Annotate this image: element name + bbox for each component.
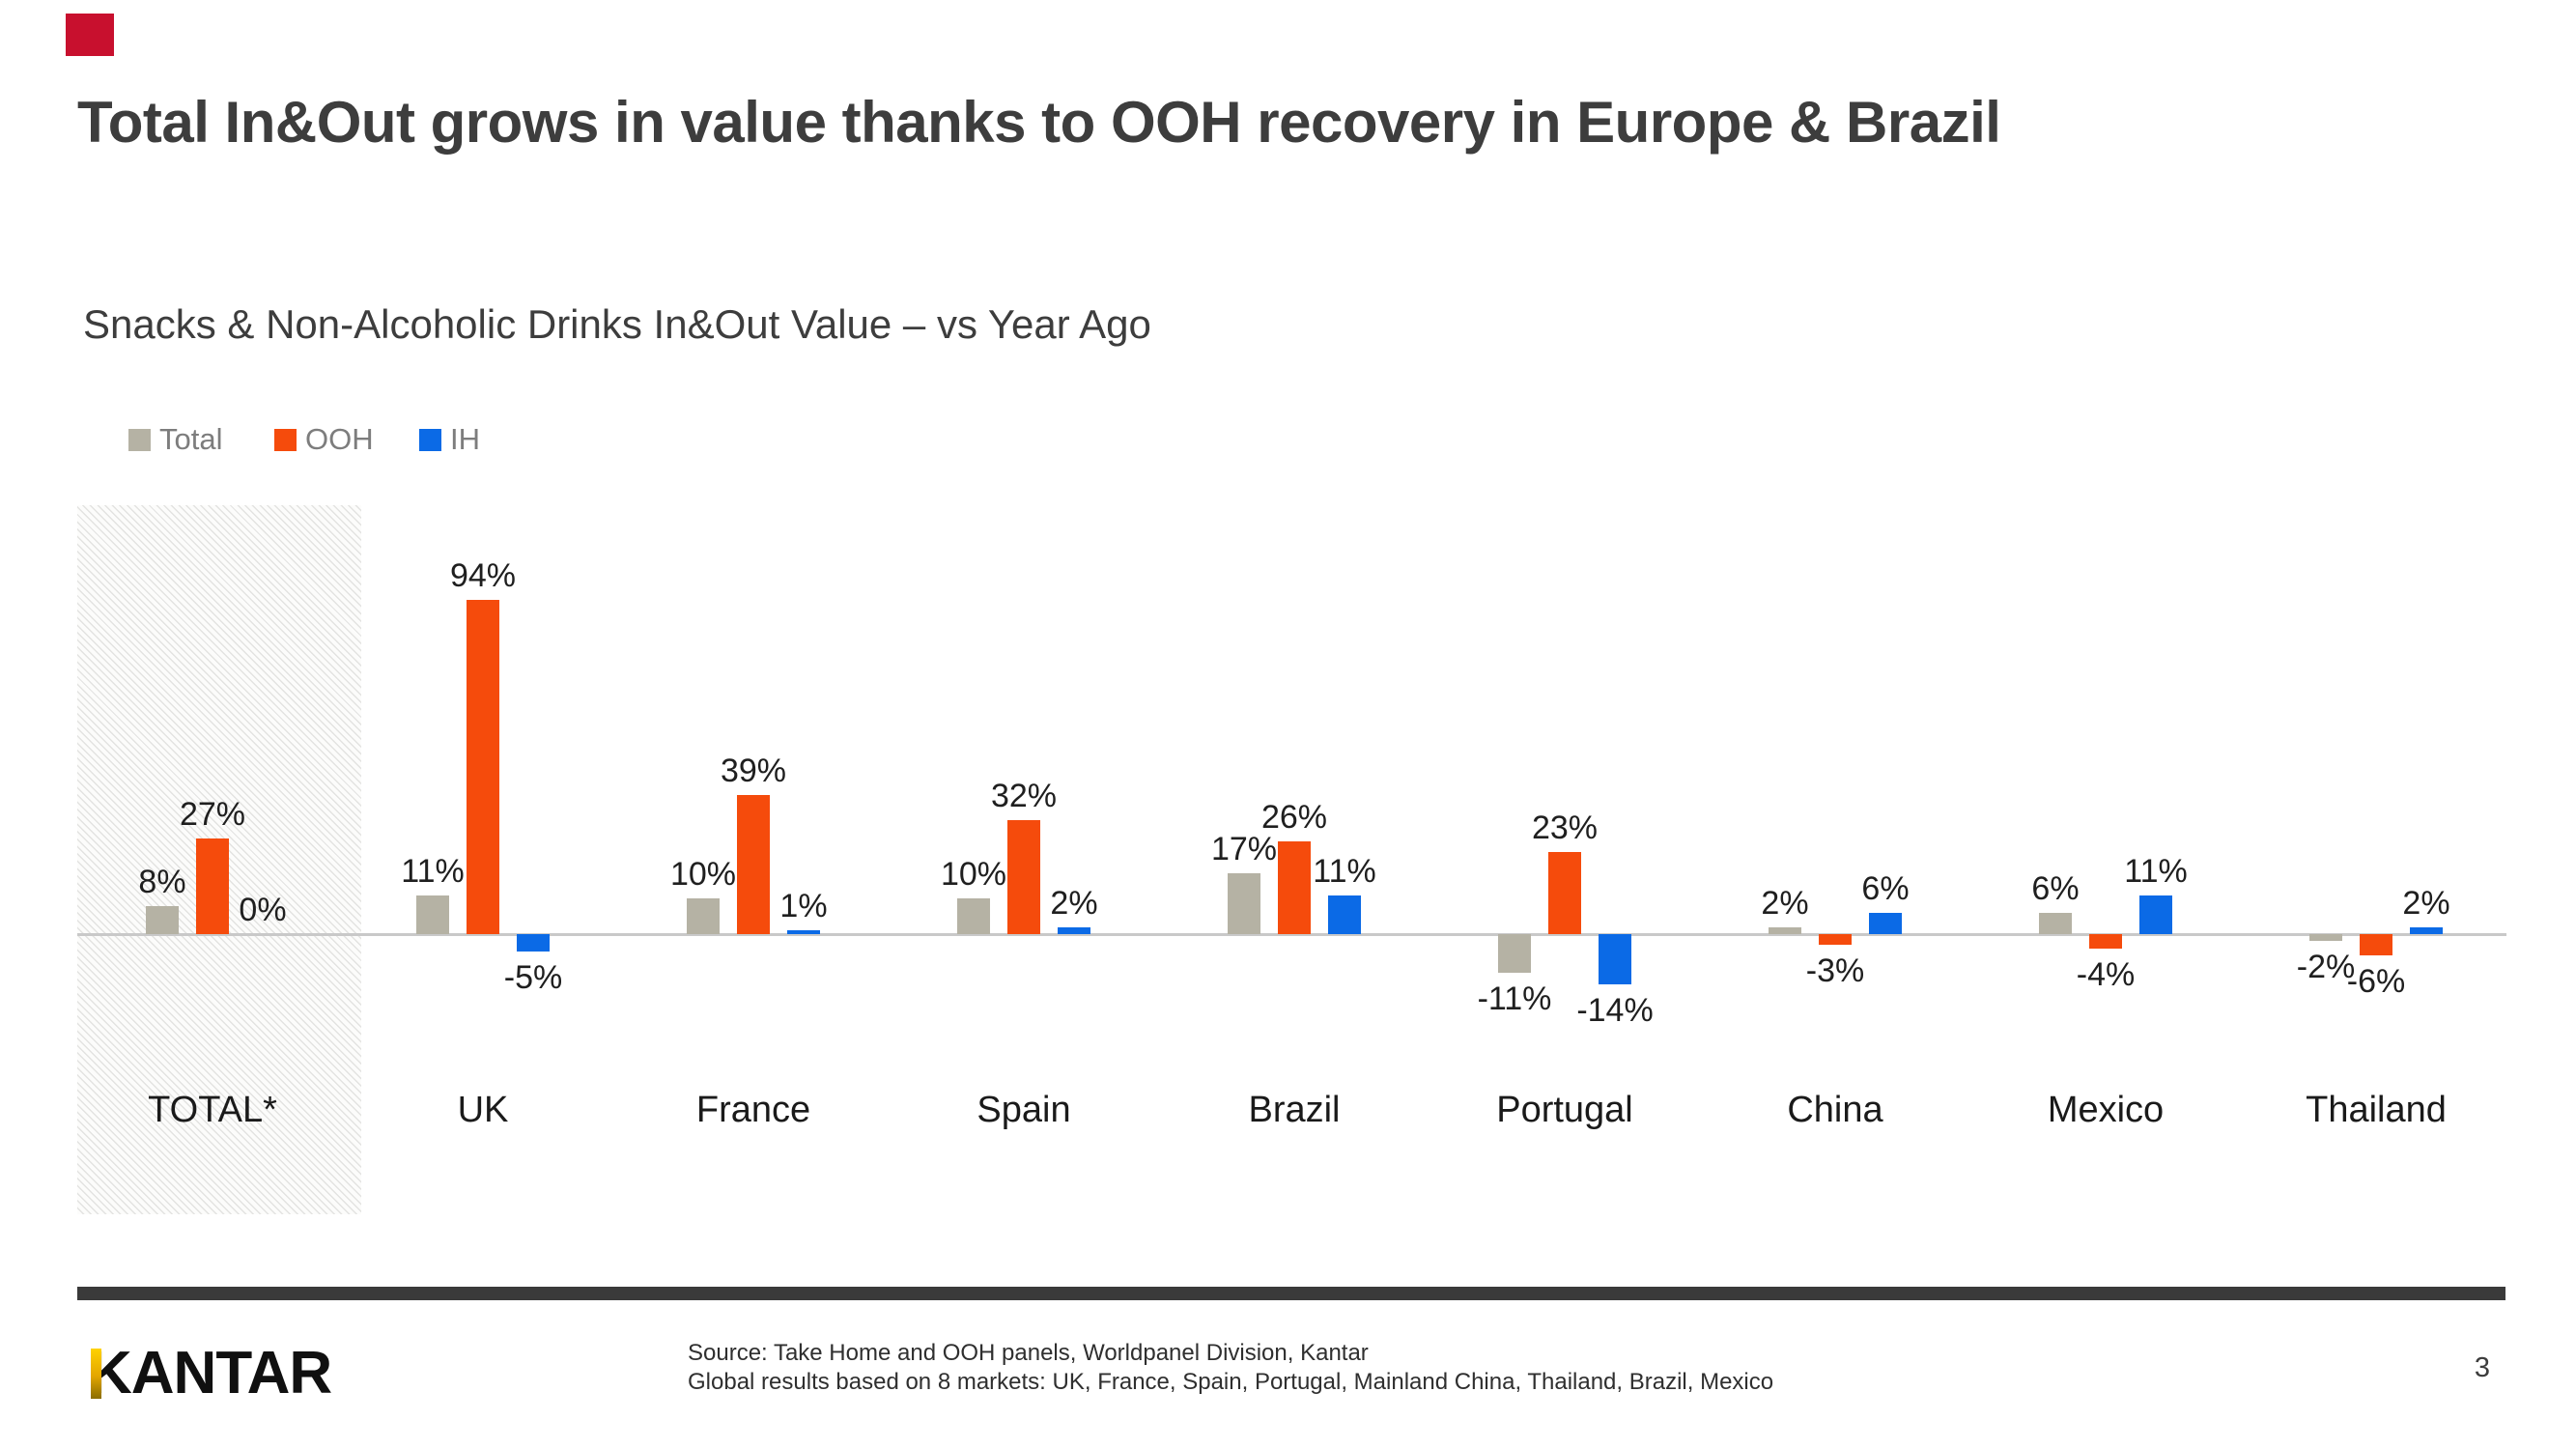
bar-ooh-brazil [1278, 841, 1311, 934]
source-line-1: Source: Take Home and OOH panels, Worldp… [688, 1340, 1369, 1366]
footer-divider-bar [77, 1287, 2505, 1300]
bar-ooh-total [196, 838, 229, 934]
bar-total-uk [416, 895, 449, 934]
legend-item-ih: IH [419, 422, 480, 457]
value-label-ih-brazil: 11% [1313, 852, 1376, 890]
category-label-spain: Spain [977, 1090, 1071, 1130]
bar-total-spain [957, 898, 990, 934]
bar-ih-spain [1058, 926, 1090, 934]
category-label-portugal: Portugal [1496, 1090, 1633, 1130]
category-label-china: China [1787, 1090, 1883, 1130]
category-label-thailand: Thailand [2306, 1090, 2447, 1130]
value-label-ih-spain: 2% [1050, 884, 1098, 922]
bar-ih-france [787, 930, 820, 934]
legend-swatch-ooh [274, 428, 297, 451]
bar-ih-china [1869, 912, 1902, 934]
slide-title: Total In&Out grows in value thanks to OO… [77, 90, 2001, 155]
page-number: 3 [2474, 1352, 2491, 1383]
legend-item-ooh: OOH [274, 422, 374, 457]
bar-total-france [687, 898, 720, 934]
value-label-ooh-spain: 32% [990, 778, 1058, 815]
value-label-total-thailand: -2% [2296, 949, 2356, 986]
bar-ooh-uk [467, 600, 499, 934]
category-label-total: TOTAL* [148, 1090, 277, 1130]
value-label-ih-thailand: 2% [2402, 884, 2450, 922]
bar-ih-uk [517, 934, 550, 952]
category-label-brazil: Brazil [1248, 1090, 1341, 1130]
value-label-total-spain: 10% [940, 856, 1007, 894]
bar-total-thailand [2309, 934, 2342, 942]
chart-subtitle: Snacks & Non-Alcoholic Drinks In&Out Val… [83, 301, 1151, 347]
bar-total-portugal [1498, 934, 1531, 974]
value-label-total-china: 2% [1761, 884, 1809, 922]
kantar-logo-text: KANTAR [89, 1340, 332, 1406]
category-label-uk: UK [457, 1090, 509, 1130]
kantar-logo-gold-bar [91, 1349, 101, 1399]
bar-total-mexico [2039, 912, 2072, 934]
bar-ooh-france [737, 795, 770, 934]
legend-label-ih: IH [450, 422, 480, 456]
value-label-ooh-total: 27% [179, 795, 246, 833]
bar-ih-thailand [2410, 926, 2443, 934]
bar-ooh-thailand [2360, 934, 2392, 956]
kantar-logo: KANTAR [89, 1344, 332, 1404]
value-label-ooh-brazil: 26% [1260, 799, 1328, 837]
kantar-accent-square [66, 14, 114, 56]
bar-ooh-mexico [2089, 934, 2122, 949]
value-label-ooh-portugal: 23% [1531, 810, 1599, 847]
value-label-total-total: 8% [138, 863, 186, 900]
value-label-ooh-china: -3% [1805, 952, 1865, 990]
legend-item-total: Total [128, 422, 222, 457]
bar-total-brazil [1228, 873, 1260, 934]
value-label-ih-total: 0% [239, 892, 287, 928]
bar-total-china [1769, 926, 1801, 934]
bar-ooh-spain [1007, 820, 1040, 934]
value-label-total-brazil: 17% [1210, 831, 1278, 868]
value-label-ih-france: 1% [779, 888, 828, 925]
value-label-ih-mexico: 11% [2124, 852, 2188, 890]
value-label-total-france: 10% [669, 856, 737, 894]
value-label-ooh-uk: 94% [449, 557, 517, 595]
value-label-ooh-mexico: -4% [2076, 955, 2136, 993]
bar-ooh-portugal [1548, 852, 1581, 934]
bar-ooh-china [1819, 934, 1852, 946]
source-block: Source: Take Home and OOH panels, Worldp… [688, 1339, 1773, 1397]
value-label-total-portugal: -11% [1477, 980, 1552, 1018]
value-label-ih-uk: -5% [503, 959, 563, 997]
bar-total-total [146, 905, 179, 934]
value-label-total-mexico: 6% [2031, 869, 2080, 907]
value-label-ooh-france: 39% [720, 753, 787, 790]
value-label-ooh-thailand: -6% [2346, 963, 2406, 1001]
bar-ih-brazil [1328, 895, 1361, 934]
category-label-france: France [695, 1090, 811, 1130]
bar-ih-mexico [2139, 895, 2172, 934]
source-line-2: Global results based on 8 markets: UK, F… [688, 1369, 1774, 1395]
value-label-ih-portugal: -14% [1576, 991, 1654, 1029]
x-axis-baseline [77, 933, 2506, 936]
category-label-mexico: Mexico [2047, 1090, 2165, 1130]
value-label-total-uk: 11% [401, 852, 465, 890]
legend-label-total: Total [159, 422, 223, 456]
legend-label-ooh: OOH [305, 422, 374, 456]
bar-ih-portugal [1599, 934, 1631, 984]
legend-swatch-ih [419, 428, 441, 451]
value-label-ih-china: 6% [1861, 869, 1910, 907]
legend-swatch-total [128, 428, 151, 451]
